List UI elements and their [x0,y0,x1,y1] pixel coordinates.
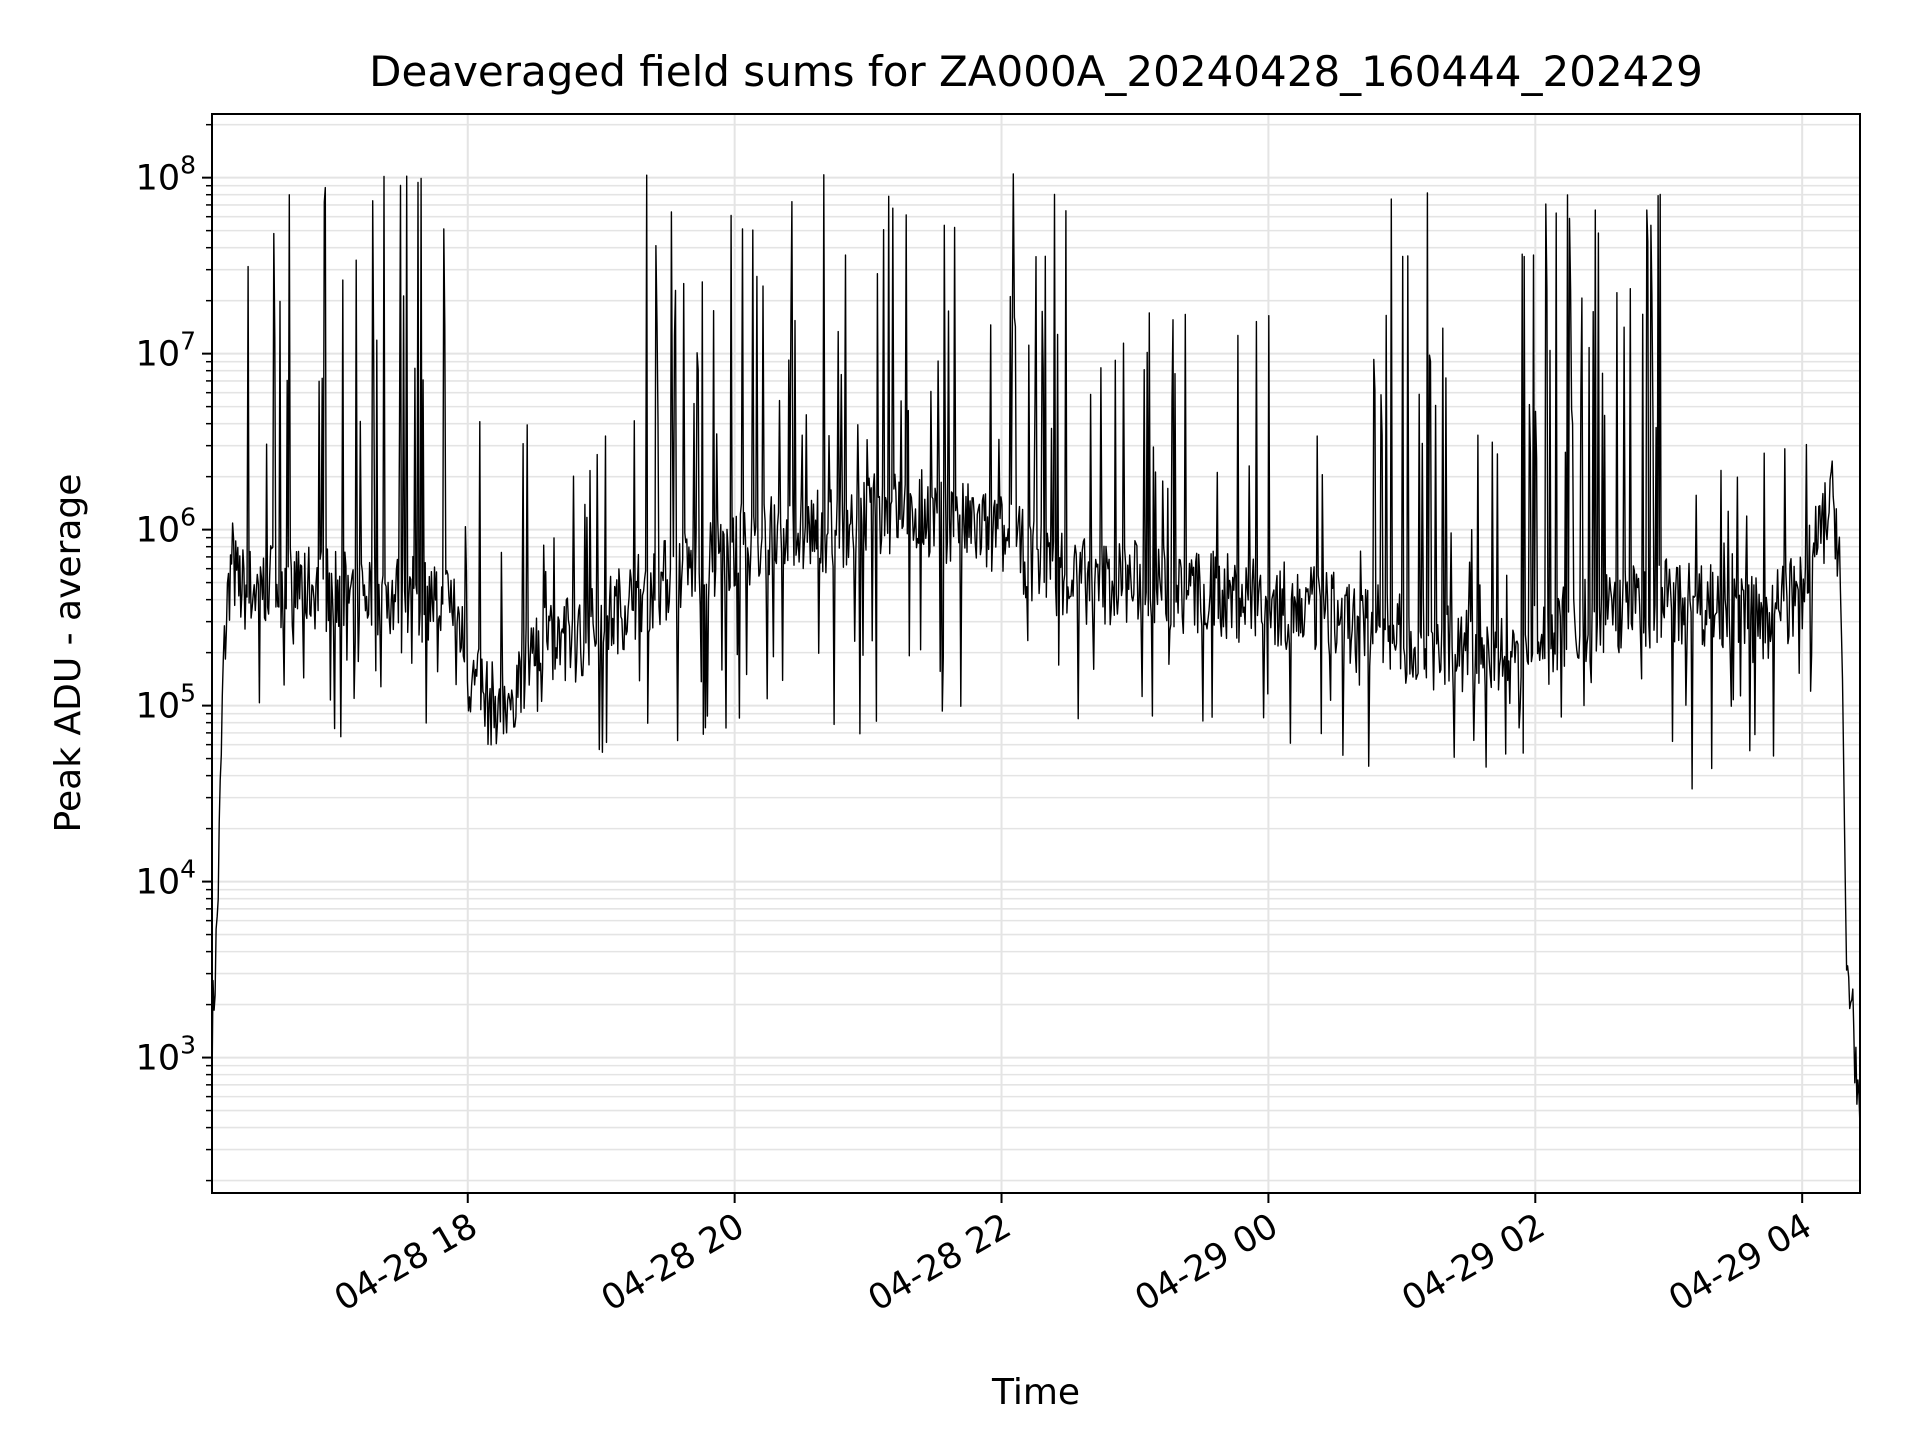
chart-title: Deaveraged field sums for ZA000A_2024042… [369,47,1703,96]
y-tick-label: 103 [136,1031,196,1079]
x-tick-label: 04-28 22 [862,1206,1018,1319]
y-tick-label: 104 [136,855,196,903]
y-tick-label: 106 [136,503,196,551]
plot-frame [211,113,1861,1194]
grid [212,114,1860,1193]
y-axis-label: Peak ADU - average [48,474,89,833]
x-axis-label: Time [991,1372,1080,1413]
x-tick-label: 04-28 18 [328,1206,484,1319]
y-axis: 103 104 105 106 107 108 [136,123,212,1182]
x-tick-label: 04-29 02 [1396,1206,1552,1319]
series-line [211,173,1861,1128]
y-tick-label: 107 [136,327,196,375]
x-tick-label: 04-28 20 [595,1206,751,1319]
x-axis: 04-28 18 04-28 20 04-28 22 04-29 00 04-29 02… [328,1193,1819,1319]
plot-area [211,173,1861,1128]
x-tick-label: 04-29 04 [1662,1206,1818,1319]
y-tick-label: 105 [136,679,196,727]
y-tick-label: 108 [136,151,196,199]
x-tick-label: 04-29 00 [1129,1206,1285,1319]
